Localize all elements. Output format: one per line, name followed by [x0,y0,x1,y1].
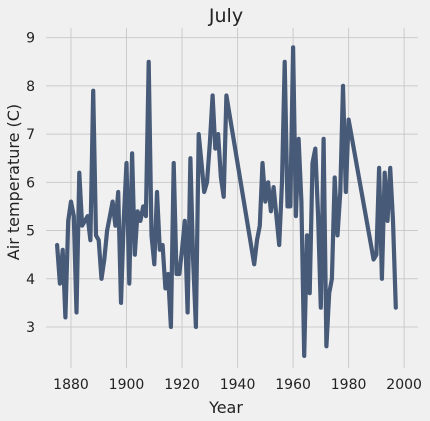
y-tick-labels: 3 4 5 6 7 8 9 [26,31,35,336]
x-tick-label: 1940 [220,377,256,393]
y-tick-label: 4 [26,272,35,288]
x-tick-label: 2000 [386,377,422,393]
x-tick-label: 1980 [331,377,367,393]
x-axis-label: Year [208,398,243,417]
x-tick-label: 1920 [164,377,200,393]
series-line [55,45,398,358]
grid-lines [46,28,418,368]
y-tick-label: 8 [26,79,35,95]
y-tick-label: 3 [26,320,35,336]
y-tick-label: 5 [26,224,35,240]
x-tick-label: 1960 [275,377,311,393]
x-tick-labels: 1880 1900 1920 1940 1960 1980 2000 [53,377,422,393]
chart-title: July [208,5,243,27]
y-axis-label: Air temperature (C) [4,104,23,260]
y-tick-label: 6 [26,175,35,191]
x-tick-label: 1900 [109,377,145,393]
x-tick-label: 1880 [53,377,89,393]
y-tick-label: 9 [26,31,35,47]
y-tick-label: 7 [26,127,35,143]
